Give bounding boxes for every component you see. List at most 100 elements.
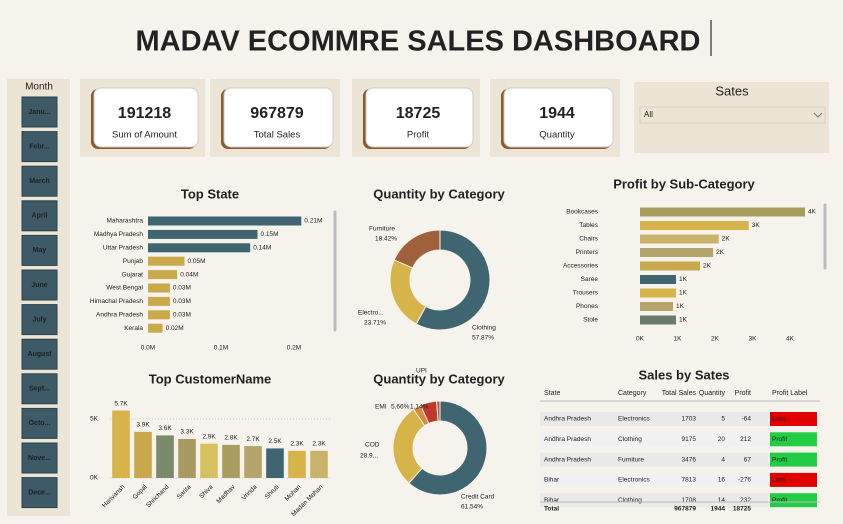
table-cell: 1708 [682,497,697,504]
month-button[interactable] [21,234,58,266]
table-cell: 20 [718,436,726,443]
month-button[interactable] [21,200,58,232]
month-button[interactable] [21,477,58,509]
month-button[interactable] [21,269,58,301]
month-label: Febr... [29,143,50,150]
chart-title: Top CustomerName [149,371,272,386]
slice-label: EMI [375,404,387,411]
month-label: July [32,316,46,323]
state-slicer-title: Sates [715,83,749,98]
y-tick-label: 5K [90,416,99,423]
value-label: 2.7K [246,436,260,443]
table-cell: 232 [740,497,751,504]
value-label: 1K [676,303,685,310]
bar [148,283,170,293]
bar [310,450,328,478]
bar [640,315,676,325]
x-tick-label: 1K [674,336,683,343]
value-label: 0.04M [180,271,198,278]
x-tick-label: 0.0M [141,345,155,352]
bar [148,243,251,253]
slice-label: Furniture [369,226,395,233]
table-cell: 9175 [682,436,697,443]
table-cell: 67 [744,456,752,463]
bar [640,275,676,284]
table-header: Total Sales [662,390,697,397]
month-button[interactable] [21,131,58,163]
month-button[interactable] [21,442,58,474]
bar [148,296,170,306]
month-button[interactable] [21,165,58,197]
bar [640,302,673,311]
slice [436,400,441,422]
bar [148,256,185,266]
bar [134,431,152,478]
category-label: Uttar Pradesh [103,245,143,252]
table-header: Profit [735,390,751,397]
kpi-value: 1944 [539,105,575,122]
value-label: 5.7K [114,400,128,407]
value-label: 0.03M [173,312,191,319]
value-label: 2.8K [224,435,238,442]
bar [148,229,258,239]
month-label: June [31,282,47,289]
x-tick-label: 2K [711,336,720,343]
slice-label: COD [365,442,380,449]
x-tick-label: 3K [749,336,758,343]
slice-value-label: 28.9... [360,453,378,460]
bar [200,443,218,478]
table-row [540,432,768,447]
month-button[interactable] [21,96,58,128]
table-cell: Profit [772,497,787,504]
category-label: Saree [581,276,599,283]
bar [244,446,262,478]
kpi-value: 191218 [118,105,171,122]
category-label: Himachal Pradesh [90,298,143,305]
table-header: Profit Label [772,390,808,397]
slice [408,400,488,496]
value-label: 0.03M [173,285,191,292]
x-tick-label: 0.2M [287,345,301,352]
month-button[interactable] [21,304,58,336]
month-button[interactable] [21,407,58,439]
table-cell: Electronics [618,416,651,423]
month-label: August [27,351,52,358]
slice-label: UPI [416,368,427,375]
category-label: Punjab [123,258,144,265]
category-label: Shiva [198,483,215,500]
slice-label: Electro... [358,310,384,317]
value-label: 2.9K [202,433,216,440]
month-button[interactable] [21,373,58,405]
slice-value-label: 5.66% [391,404,410,411]
month-label: April [32,213,48,220]
category-label: Printers [576,249,599,256]
slice-value-label: 57.87% [472,335,494,342]
table-header: State [544,390,560,397]
table-cell: 212 [740,436,751,443]
profit-label-cell [770,472,817,487]
value-label: 0.03M [173,298,191,305]
slice [415,229,491,331]
bar [640,207,805,217]
chart-title: Profit by Sub-Category [613,176,755,191]
bar [112,410,130,478]
slice [389,259,427,325]
value-label: 3K [752,222,761,229]
month-button[interactable] [21,338,58,370]
table-total: 1944 [711,506,726,513]
value-label: 2K [703,263,712,270]
slice-label: Clothing [472,325,496,332]
value-label: 4K [808,209,817,216]
bar [640,248,714,257]
month-label: Octo... [29,420,51,427]
bar [640,234,719,244]
dashboard-title: MADAV ECOMMRE SALES DASHBOARD [136,26,701,58]
chart-title: Top State [181,186,239,201]
profit-label-cell [770,493,817,508]
value-label: 2.5K [268,438,282,445]
kpi-value: 967879 [250,105,303,122]
table-cell: Andhra Pradesh [544,436,591,443]
state-dropdown[interactable] [639,106,826,124]
table-cell: Loss [772,477,786,484]
